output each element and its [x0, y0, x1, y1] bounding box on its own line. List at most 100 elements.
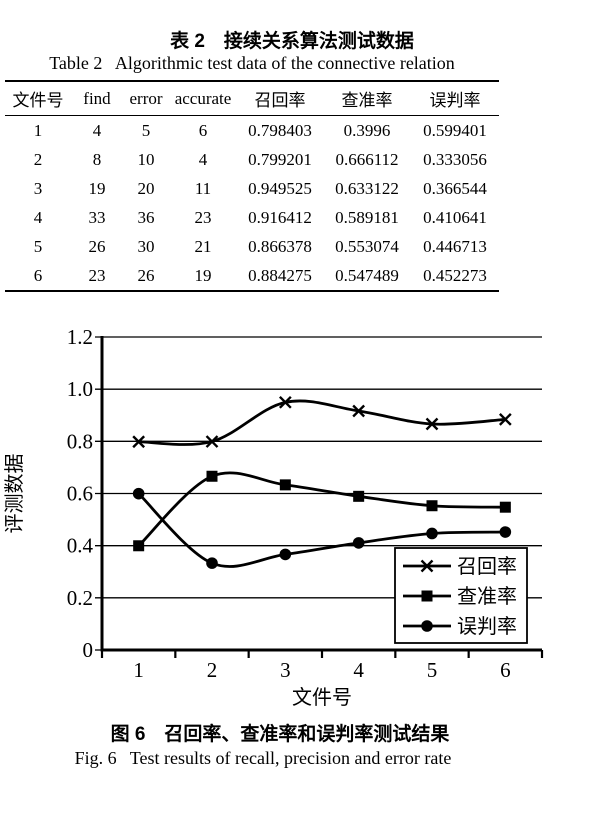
- table-header-cell: 召回率: [237, 81, 323, 116]
- x-marker-icon: [498, 413, 512, 426]
- square-marker-icon: [499, 501, 511, 513]
- table-header-cell: accurate: [169, 81, 237, 116]
- table-cell: 11: [194, 178, 212, 198]
- table-cell: 19: [88, 178, 106, 198]
- x-tick-label: 6: [500, 658, 511, 682]
- table-cell: 0.3996: [343, 120, 391, 140]
- x-tick-label: 4: [353, 658, 364, 682]
- table-cell: 20: [137, 178, 155, 198]
- table-cell: 5: [33, 236, 43, 256]
- circle-marker-icon: [206, 557, 218, 569]
- y-tick-label: 1.0: [67, 377, 93, 401]
- table-cell: 0.446713: [423, 236, 487, 256]
- square-marker-icon: [421, 590, 433, 602]
- table-cell: 23: [194, 207, 212, 227]
- square-marker-icon: [353, 490, 365, 502]
- y-tick-label: 0.4: [67, 534, 94, 558]
- series-误判率: [132, 487, 512, 569]
- table-cell: 0.633122: [335, 178, 399, 198]
- circle-marker-icon: [352, 537, 365, 549]
- y-tick-label: 1.2: [67, 325, 93, 349]
- table-header-cell: 误判率: [411, 81, 499, 116]
- x-axis-title: 文件号: [292, 686, 352, 709]
- table-cell: 0.452273: [423, 265, 487, 285]
- table-cell: 36: [137, 207, 155, 227]
- x-tick-label: 1: [133, 658, 144, 682]
- table-cell: 6: [198, 120, 208, 140]
- table-cell: 0.333056: [423, 149, 487, 169]
- y-axis-title: 评测数据: [3, 454, 26, 534]
- table-header-row: 文件号 find error accurate 召回率 查准率 误判率: [5, 81, 499, 116]
- square-marker-icon: [133, 540, 145, 552]
- data-table: 文件号 find error accurate 召回率 查准率 误判率 1 4 5 6 0.7984…: [5, 80, 499, 292]
- table-cell: 4: [92, 120, 102, 140]
- table-cell: 26: [88, 236, 106, 256]
- table-cell: 10: [137, 149, 155, 169]
- table-cell: 0.410641: [423, 207, 487, 227]
- table-cell: 19: [194, 265, 212, 285]
- table-row: 2 8 10 4 0.799201 0.666112 0.333056: [5, 145, 499, 174]
- table-cell: 0.866378: [248, 236, 312, 256]
- circle-marker-icon: [426, 527, 438, 540]
- table-row: 1 4 5 6 0.798403 0.3996 0.599401: [5, 116, 499, 146]
- legend-label: 召回率: [457, 555, 517, 578]
- table-caption-en: Table 2 Algorithmic test data of the con…: [49, 53, 455, 73]
- square-marker-icon: [279, 479, 291, 491]
- table-cell: 0.553074: [335, 236, 399, 256]
- table-header-cell: 文件号: [5, 81, 71, 116]
- circle-marker-icon: [421, 620, 433, 632]
- table-cell: 0.798403: [248, 120, 312, 140]
- legend-label: 误判率: [457, 615, 517, 638]
- table-cell: 0.949525: [248, 178, 312, 198]
- table-cell: 0.589181: [335, 207, 399, 227]
- x-marker-icon: [352, 404, 366, 418]
- legend-label: 查准率: [457, 585, 517, 608]
- y-tick-label: 0.6: [67, 482, 93, 506]
- table-header-cell: 查准率: [323, 81, 411, 116]
- series-line: [137, 471, 506, 547]
- y-tick-label: 0: [83, 638, 94, 662]
- table-caption-zh: 表 2 接续关系算法测试数据: [170, 31, 414, 52]
- table-cell: 4: [33, 207, 43, 227]
- x-tick-label: 2: [207, 658, 218, 682]
- square-marker-icon: [206, 470, 218, 482]
- table-cell: 30: [137, 236, 155, 256]
- series-召回率: [132, 395, 512, 449]
- table-row: 6 23 26 19 0.884275 0.547489 0.452273: [5, 261, 499, 291]
- x-tick-label: 3: [280, 658, 291, 682]
- table-cell: 23: [88, 265, 106, 285]
- table-header-row: 文件号 find error accurate 召回率 查准率 误判率: [5, 81, 499, 116]
- table-cell: 21: [194, 236, 212, 256]
- y-tick-label: 0.2: [67, 586, 93, 610]
- table-row: 4 33 36 23 0.916412 0.589181 0.410641: [5, 203, 499, 232]
- figure-caption-zh: 图 6 召回率、查准率和误判率测试结果: [110, 724, 450, 745]
- table-cell: 33: [88, 207, 106, 227]
- figure-caption-en: Fig. 6 Test results of recall, precision…: [74, 748, 452, 768]
- table-cell: 0.799201: [248, 149, 312, 169]
- table-cell: 0.884275: [248, 265, 312, 285]
- table-cell: 1: [33, 120, 43, 140]
- table-cell: 26: [137, 265, 155, 285]
- x-marker-icon: [278, 395, 292, 409]
- circle-marker-icon: [279, 548, 292, 561]
- series-查准率: [133, 470, 511, 552]
- x-marker-icon: [205, 435, 219, 448]
- table-cell: 0.666112: [335, 149, 399, 169]
- circle-marker-icon: [499, 526, 512, 538]
- table-cell: 0.366544: [423, 178, 487, 198]
- table-cell: 0.547489: [335, 265, 399, 285]
- x-tick-label: 5: [427, 658, 438, 682]
- table-cell: 4: [198, 149, 208, 169]
- table-cell: 8: [92, 149, 102, 169]
- x-marker-icon: [420, 559, 434, 573]
- y-tick-label: 0.8: [67, 429, 93, 453]
- table-row: 5 26 30 21 0.866378 0.553074 0.446713: [5, 232, 499, 261]
- figure-chart: 0 0.2 0.4 0.6 0.8 1.0 1.2 1 2 3 4 5 6 文件号 评测数据召回率查准率误判…: [3, 325, 544, 709]
- table-cell: 2: [33, 149, 43, 169]
- table-header-cell: find: [71, 81, 123, 116]
- x-marker-icon: [132, 435, 146, 449]
- table-cell: 0.599401: [423, 120, 487, 140]
- table-header-cell: error: [123, 81, 169, 116]
- table-cell: 0.916412: [248, 207, 312, 227]
